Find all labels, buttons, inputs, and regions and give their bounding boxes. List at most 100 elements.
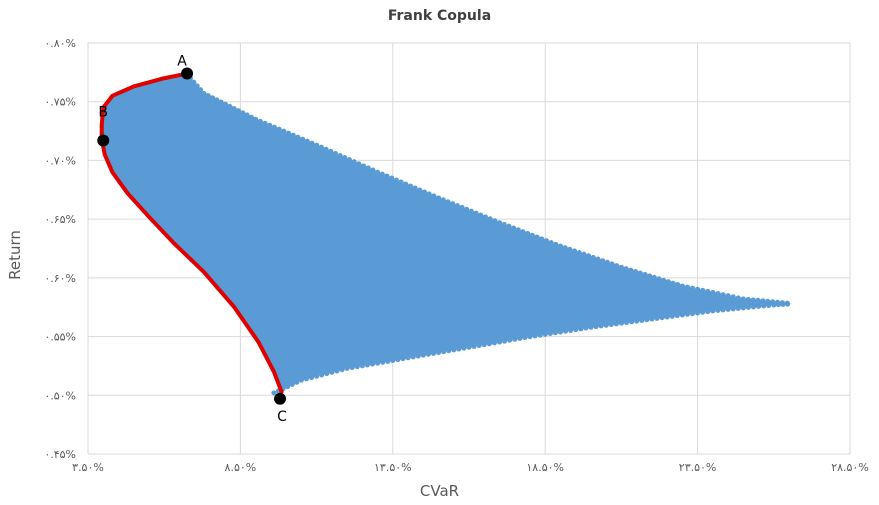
region-point <box>705 288 711 295</box>
region-point <box>420 352 426 358</box>
y-tick-label: ۰.۷۵% <box>44 96 76 109</box>
region-point <box>486 341 492 347</box>
region-point <box>393 177 399 183</box>
region-point <box>244 112 250 118</box>
region-point <box>604 259 610 266</box>
region-point <box>308 374 315 381</box>
region-point <box>659 314 665 321</box>
region-point <box>369 361 376 367</box>
region-point <box>532 333 538 339</box>
y-tick-label: ۰.۶۵% <box>44 213 76 226</box>
region-point <box>440 197 446 203</box>
region-point <box>459 204 465 211</box>
region-point <box>303 376 310 382</box>
region-point <box>461 345 467 351</box>
region-point <box>281 128 287 134</box>
region-point <box>750 297 756 303</box>
region-point <box>405 355 411 361</box>
region-point <box>468 208 474 214</box>
region-point <box>324 370 330 377</box>
region-point <box>403 181 409 187</box>
region-point <box>529 232 535 238</box>
frontier-line <box>99 71 284 394</box>
region-point <box>600 258 606 264</box>
region-point <box>649 316 655 322</box>
region-point <box>670 280 676 286</box>
region-point <box>637 270 643 276</box>
region-point <box>623 266 629 272</box>
region-point <box>595 256 601 262</box>
region-point <box>289 381 295 387</box>
region-point <box>487 216 493 222</box>
region-point <box>194 83 200 89</box>
y-tick-label: ۰.۵۰% <box>44 389 76 402</box>
region-point <box>290 132 296 138</box>
x-axis-label: CVaR <box>419 482 460 500</box>
region-point <box>354 363 360 370</box>
region-point <box>360 163 367 169</box>
region-point <box>679 312 685 318</box>
region-point <box>700 309 706 315</box>
region-point <box>449 201 456 207</box>
feasible-region <box>101 72 793 396</box>
region-point <box>674 312 680 319</box>
region-point <box>351 159 357 165</box>
region-point <box>506 223 512 229</box>
feasible-region-fill <box>101 73 793 393</box>
region-point <box>588 324 594 330</box>
region-point <box>632 269 639 275</box>
region-point <box>745 304 752 310</box>
x-tick-labels: ۳.۵۰% ۸.۵۰% ۱۳.۵۰% ۱۸.۵۰% ۲۳.۵۰% ۲۸.۵۰% <box>72 461 869 474</box>
region-point <box>240 110 246 116</box>
region-point <box>780 301 786 307</box>
region-point <box>628 267 634 273</box>
region-point <box>715 307 721 313</box>
region-point <box>218 99 224 105</box>
region-point <box>318 144 324 150</box>
region-point <box>398 179 404 185</box>
region-point <box>705 308 711 315</box>
y-tick-label: ۰.۸۰% <box>44 37 76 50</box>
region-point <box>356 161 362 167</box>
region-point <box>573 326 579 333</box>
region-point <box>299 136 306 142</box>
region-point <box>735 295 741 301</box>
region-point <box>323 146 329 152</box>
region-point <box>482 214 489 220</box>
region-point <box>222 101 229 107</box>
region-point <box>319 372 325 378</box>
region-point <box>446 348 452 354</box>
region-point <box>725 306 731 312</box>
point-label-a: A <box>177 54 187 70</box>
region-point <box>257 118 263 124</box>
region-point <box>466 344 472 350</box>
region-point <box>664 314 670 320</box>
region-point <box>271 124 277 130</box>
region-point <box>451 347 457 353</box>
y-tick-label: ۰.۵۵% <box>44 331 76 344</box>
region-point <box>720 292 726 298</box>
region-point <box>491 340 497 346</box>
region-point <box>557 243 564 249</box>
region-point <box>583 325 589 331</box>
region-point <box>593 323 599 330</box>
region-point <box>231 105 237 112</box>
region-point <box>295 134 301 140</box>
region-point <box>548 239 554 246</box>
region-point <box>314 373 320 379</box>
region-point <box>735 305 741 311</box>
region-point <box>395 356 401 363</box>
region-point <box>364 362 370 368</box>
region-point <box>235 108 241 114</box>
region-point <box>613 321 619 327</box>
region-point <box>271 390 277 396</box>
region-point <box>298 377 304 383</box>
region-point <box>700 287 706 293</box>
region-point <box>534 234 540 240</box>
region-point <box>609 261 615 267</box>
region-point <box>661 277 667 283</box>
region-point <box>385 358 391 364</box>
x-tick-label: ۱۳.۵۰% <box>374 461 412 474</box>
region-point <box>603 322 609 328</box>
